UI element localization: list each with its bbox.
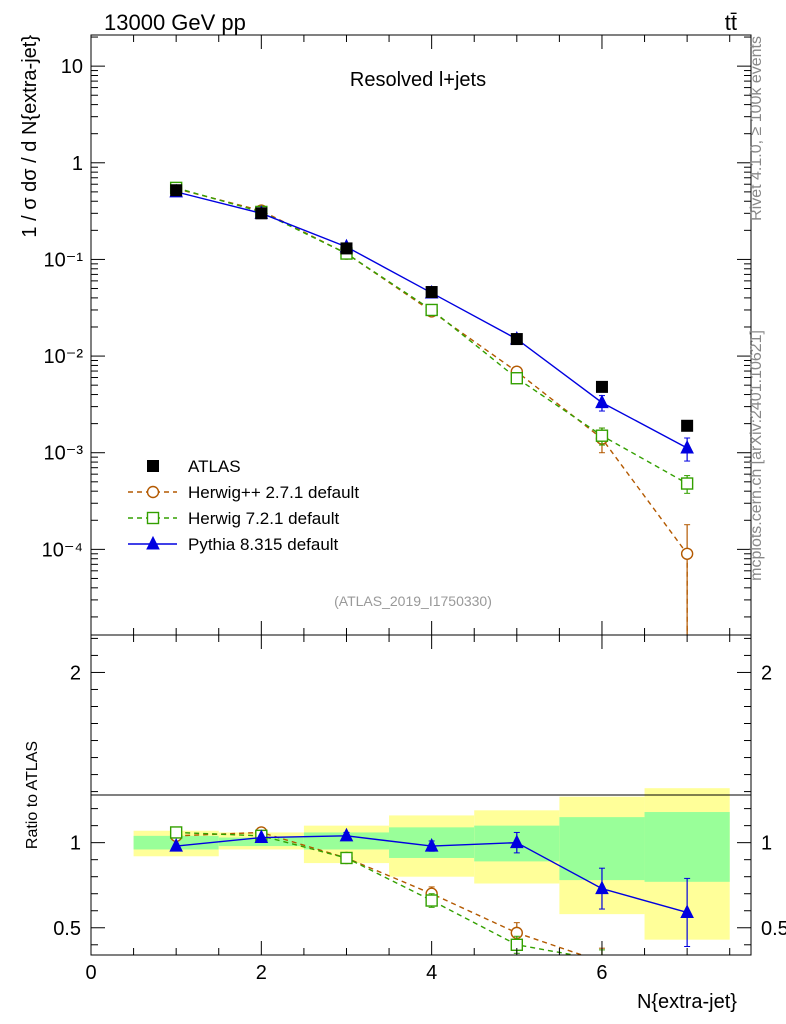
ratio-point-pythia	[169, 837, 183, 852]
main-y-tick-label: 1	[72, 153, 83, 175]
ratio-point-pythia	[680, 904, 694, 918]
ratio-y-tick-label-right: 2	[761, 662, 772, 684]
main-y-tick-label: 10⁻²	[44, 346, 84, 368]
main-y-tick-label: 10⁻⁴	[42, 539, 83, 561]
data-point-data	[681, 419, 694, 432]
series-pythia	[169, 183, 694, 462]
data-point-herwig7	[680, 477, 694, 490]
main-y-tick-label: 10	[61, 56, 83, 78]
mcplots-label: mcplots.cern.ch [arXiv:2401.10621]	[748, 330, 765, 581]
ratio-x-tick-label: 0	[85, 962, 96, 984]
ratio-x-tick-label: 6	[596, 962, 607, 984]
data-point-data	[595, 380, 608, 393]
ratio-series	[169, 826, 694, 955]
main-y-tick-label: 10⁻³	[44, 443, 84, 465]
data-point-data	[425, 286, 438, 299]
legend-label-herwigpp: Herwig++ 2.7.1 default	[188, 483, 359, 502]
main-title: Resolved l+jets	[350, 69, 486, 91]
ratio-y-tick-label-right: 1	[761, 833, 772, 855]
legend-marker-data	[147, 460, 159, 472]
main-y-axis-label: 1 / σ dσ / d N{extra-jet}	[19, 35, 41, 238]
ratio-point-pythia	[339, 827, 354, 842]
ratio-tick-labels: 0.5 0.5 1 1 2 2 0 2 4 6	[53, 662, 786, 984]
legend-label-herwig7: Herwig 7.2.1 default	[188, 509, 339, 528]
series-line-pythia	[175, 191, 688, 449]
data-point-data	[340, 242, 353, 255]
data-point-pythia	[680, 439, 694, 454]
ratio-bands	[133, 788, 730, 940]
ratio-point-pythia	[595, 880, 609, 895]
series-line-herwig7	[175, 187, 688, 485]
ratio-point-herwig7	[169, 826, 183, 839]
ratio-panel: 0.5 0.5 1 1 2 2 0 2 4 6 Ratio to ATLAS N{extra-je…	[24, 634, 786, 1013]
main-y-tick-label: 10⁻¹	[44, 249, 84, 271]
ratio-y-axis-label: Ratio to ATLAS	[24, 741, 41, 849]
main-y-tick-labels: 10⁻⁴ 10⁻³ 10⁻² 10⁻¹ 1 10	[42, 56, 84, 561]
ratio-series-pythia	[169, 827, 694, 947]
energy-label: 13000 GeV pp	[104, 10, 246, 35]
main-series	[169, 181, 694, 635]
legend-label-pythia: Pythia 8.315 default	[188, 535, 339, 554]
ratio-x-tick-label: 2	[256, 962, 267, 984]
rivet-label: Rivet 4.1.0, ≥ 100k events	[748, 36, 765, 221]
process-label: tt̄	[725, 10, 737, 35]
ratio-frame	[90, 634, 752, 956]
main-panel: 10⁻⁴ 10⁻³ 10⁻² 10⁻¹ 1 10 Resolved l+jets (ATL…	[19, 34, 752, 636]
ratio-y-tick-label: 2	[70, 662, 81, 684]
legend-marker-herwig7	[146, 511, 160, 525]
ratio-y-tick-label: 0.5	[53, 918, 81, 940]
data-point-data	[510, 333, 523, 346]
data-point-data	[255, 207, 268, 220]
ratio-point-pythia	[424, 837, 439, 852]
ratio-x-tick-label: 4	[426, 962, 437, 984]
ratio-y-tick-label: 1	[70, 833, 81, 855]
analysis-id: (ATLAS_2019_I1750330)	[334, 593, 492, 609]
data-point-pythia	[595, 394, 609, 409]
ratio-point-herwig7	[340, 851, 353, 865]
ratio-y-tick-label-right: 0.5	[761, 918, 786, 940]
series-herwig7	[169, 181, 694, 494]
ratio-ticks	[90, 635, 751, 955]
legend: ATLAS Herwig++ 2.7.1 default Herwig 7.2.1 …	[128, 457, 359, 554]
ratio-point-pythia	[509, 834, 524, 849]
main-ticks	[90, 35, 751, 635]
legend-marker-pythia	[146, 535, 160, 550]
data-point-herwig7	[510, 372, 524, 385]
legend-marker-herwigpp	[146, 485, 160, 499]
x-axis-label: N{extra-jet}	[637, 991, 737, 1013]
data-point-data	[170, 184, 183, 197]
uncertainty-band-green	[644, 812, 730, 882]
legend-label-data: ATLAS	[188, 457, 241, 476]
data-point-herwigpp	[680, 547, 694, 560]
ratio-point-pythia	[254, 829, 269, 844]
ratio-point-herwig7	[425, 894, 438, 907]
series-data	[170, 184, 694, 432]
data-point-herwig7	[595, 429, 609, 442]
data-point-herwig7	[425, 303, 438, 317]
